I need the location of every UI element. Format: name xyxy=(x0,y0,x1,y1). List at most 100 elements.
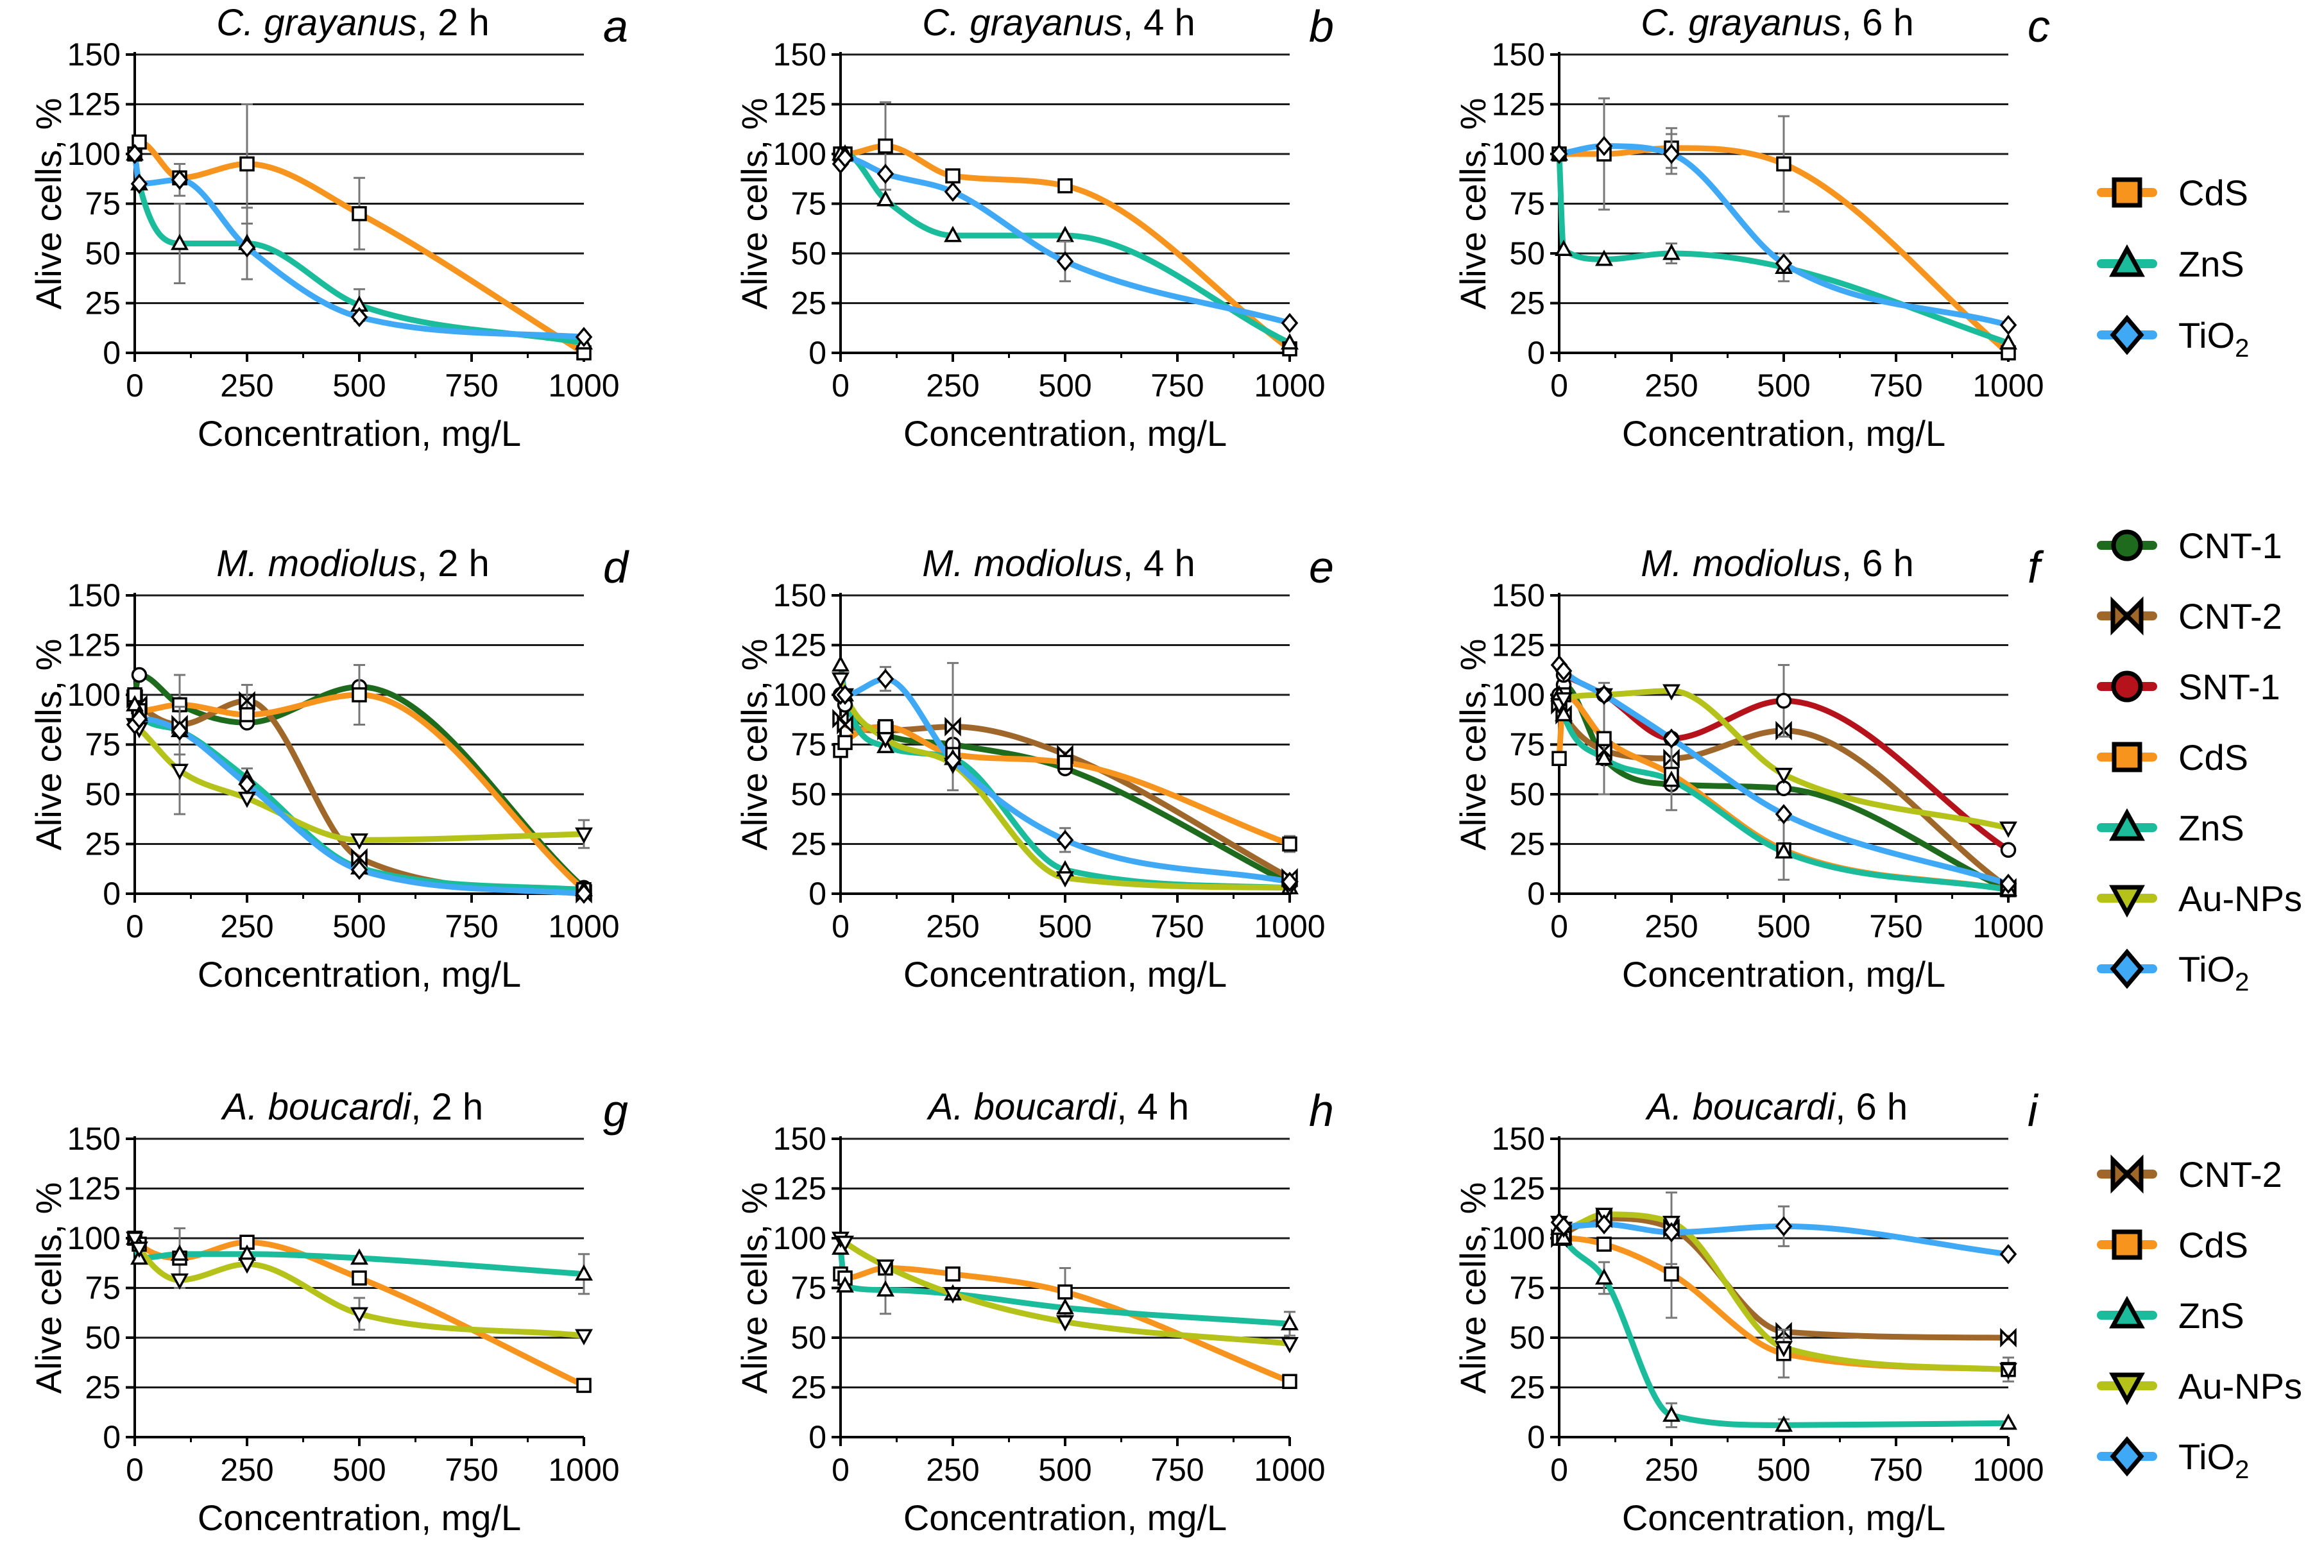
data-point-CdS xyxy=(1596,1236,1612,1252)
y-tick-label: 0 xyxy=(103,876,121,912)
panel-title-time: , 4 h xyxy=(1123,543,1195,584)
y-tick-label: 50 xyxy=(1509,1320,1545,1356)
y-tick-label: 50 xyxy=(85,235,121,271)
legend-label-text: CdS xyxy=(2178,173,2248,213)
x-tick-label: 750 xyxy=(1150,1452,1204,1488)
x-tick-label: 500 xyxy=(1038,368,1091,404)
x-tick-label: 1000 xyxy=(1972,1452,2044,1488)
y-tick-label: 100 xyxy=(1492,1220,1545,1256)
y-tick-label: 25 xyxy=(790,826,826,862)
y-tick-label: 50 xyxy=(85,776,121,812)
y-tick-label: 150 xyxy=(67,37,121,72)
y-tick-label: 25 xyxy=(1509,826,1545,862)
data-point-TiO2 xyxy=(1056,830,1074,851)
data-point-Au-NPs xyxy=(130,1241,148,1258)
series-line-CNT-1 xyxy=(837,692,1293,887)
x-tick-label: 500 xyxy=(332,368,386,404)
data-point-Au-NPs xyxy=(832,672,850,689)
y-tick-label: 0 xyxy=(1527,1419,1545,1455)
legend-label: CdS xyxy=(2178,1225,2248,1265)
data-point-TiO2 xyxy=(126,144,144,164)
legend-row-3: CNT-2 CdS ZnS Au-NPs TiO2 xyxy=(2097,1154,2302,1484)
data-point-CdS xyxy=(1282,1374,1297,1389)
panel-title-species: A. boucardi xyxy=(1645,1086,1837,1128)
legend-marker-TiO2 xyxy=(2110,1436,2144,1477)
data-point-Au-NPs xyxy=(1999,821,2017,838)
y-tick-label: 150 xyxy=(773,577,826,613)
legend-label-subscript: 2 xyxy=(2235,334,2249,362)
data-point-ZnS xyxy=(1056,1298,1074,1315)
legend-label: Au-NPs xyxy=(2178,1366,2302,1406)
panel-title: A. boucardi, 4 h xyxy=(927,1086,1189,1128)
data-point-ZnS xyxy=(1662,1405,1680,1422)
data-point-Au-NPs xyxy=(1281,1337,1299,1354)
x-tick-label: 1000 xyxy=(1254,908,1325,944)
x-tick-label: 0 xyxy=(126,1452,144,1488)
panel-letter: h xyxy=(1309,1086,1334,1136)
data-point-CdS xyxy=(239,707,255,722)
data-point-CdS xyxy=(1057,178,1073,194)
y-tick-label: 50 xyxy=(85,1320,121,1356)
data-point-TiO2 xyxy=(836,148,854,168)
data-point-SNT-1 xyxy=(1775,693,1792,709)
chart-panel-g: 0 25 50 75 100 125 150 0 250 500 750 1000 Concentrat… xyxy=(28,1086,628,1538)
y-axis-title: Alive cells, % xyxy=(1453,1182,1493,1394)
data-point-ZnS xyxy=(1555,239,1573,257)
legend-item-ZnS: ZnS xyxy=(2097,244,2244,284)
data-point-TiO2 xyxy=(1999,1244,2017,1265)
legend-marker-ZnS xyxy=(2109,1295,2145,1329)
y-tick-label: 75 xyxy=(1509,1270,1545,1306)
panel-title-time: , 4 h xyxy=(1123,2,1195,44)
x-tick-label: 750 xyxy=(1869,1452,1922,1488)
legend-marker-CdS xyxy=(2112,177,2142,208)
y-tick-label: 100 xyxy=(773,677,826,713)
legend-label: CNT-1 xyxy=(2178,525,2282,566)
series-line-Au-NPs xyxy=(837,676,1293,891)
legend-marker-TiO2 xyxy=(2110,948,2144,989)
legend-label: CdS xyxy=(2178,737,2248,778)
legend-label-text: TiO xyxy=(2178,315,2235,355)
data-point-CdS xyxy=(132,134,147,150)
y-axis-title: Alive cells, % xyxy=(28,98,69,310)
data-point-TiO2 xyxy=(876,669,894,689)
data-point-Au-NPs xyxy=(171,763,189,780)
legend-label-text: CNT-2 xyxy=(2178,1154,2282,1195)
legend-label-text: CdS xyxy=(2178,1225,2248,1265)
y-tick-label: 50 xyxy=(1509,235,1545,271)
data-point-CdS xyxy=(1596,731,1612,746)
legend-item-Au-NPs: Au-NPs xyxy=(2097,1366,2302,1406)
y-tick-label: 0 xyxy=(808,335,826,371)
x-tick-label: 500 xyxy=(1038,908,1091,944)
data-point-CNT-1 xyxy=(131,667,148,683)
y-tick-label: 50 xyxy=(1509,776,1545,812)
legend-item-CNT-1: CNT-1 xyxy=(2097,525,2282,566)
data-point-CdS xyxy=(878,719,893,735)
y-tick-label: 75 xyxy=(85,1270,121,1306)
data-point-CdS xyxy=(1664,1266,1679,1282)
x-axis-title: Concentration, mg/L xyxy=(1622,954,1945,994)
legend-marker-CdS xyxy=(2112,1229,2142,1260)
x-axis-title: Concentration, mg/L xyxy=(903,954,1227,994)
legend-item-Au-NPs: Au-NPs xyxy=(2097,878,2302,919)
data-point-TiO2 xyxy=(350,307,368,327)
x-tick-label: 750 xyxy=(445,1452,498,1488)
data-point-TiO2 xyxy=(238,237,256,258)
y-tick-label: 75 xyxy=(85,727,121,763)
data-point-TiO2 xyxy=(1281,871,1299,892)
legend-label: CdS xyxy=(2178,173,2248,213)
panel-title: M. modiolus, 6 h xyxy=(1641,543,1914,584)
x-tick-label: 500 xyxy=(332,908,386,944)
chart-panel-f: 0 25 50 75 100 125 150 0 250 500 750 1000 Concentrat… xyxy=(1453,542,2044,994)
panel-title: C. grayanus, 4 h xyxy=(922,2,1195,44)
x-tick-label: 750 xyxy=(1869,368,1922,404)
x-axis-title: Concentration, mg/L xyxy=(198,413,521,454)
y-tick-label: 0 xyxy=(1527,876,1545,912)
data-point-ZnS xyxy=(1662,771,1680,787)
legend-label-text: ZnS xyxy=(2178,244,2244,284)
y-axis-title: Alive cells, % xyxy=(1453,639,1493,851)
y-tick-label: 125 xyxy=(1492,1171,1545,1207)
y-tick-label: 50 xyxy=(790,1320,826,1356)
x-tick-label: 0 xyxy=(832,368,850,404)
y-tick-label: 75 xyxy=(790,186,826,222)
data-point-TiO2 xyxy=(1595,135,1613,157)
